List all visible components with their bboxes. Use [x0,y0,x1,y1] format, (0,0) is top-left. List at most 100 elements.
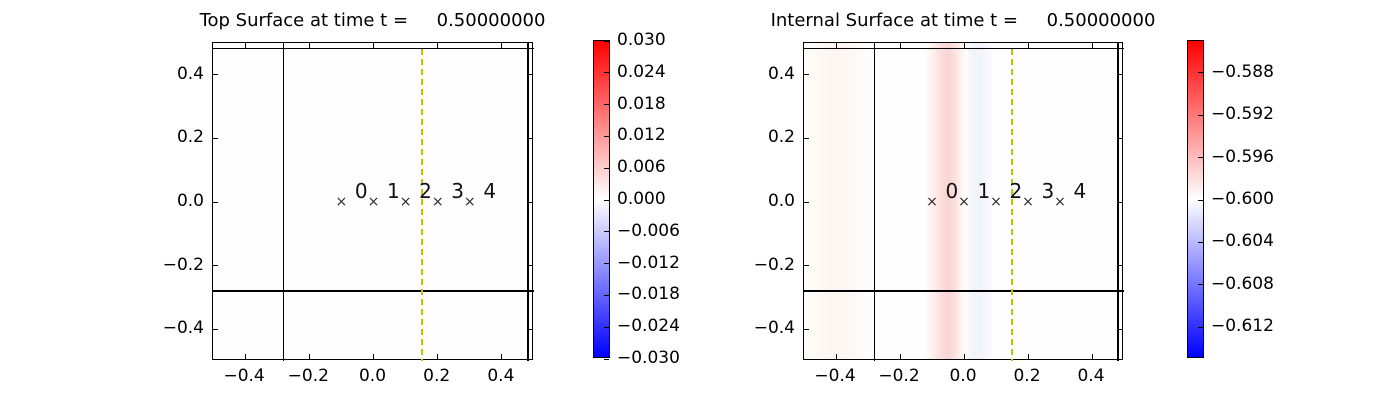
y-tick-label: −0.2 [753,254,795,275]
colorbar-tick [1198,157,1203,159]
x-tick-bottom [437,354,439,359]
x-marker: × [926,194,938,210]
boundary-line [804,47,1124,50]
x-marker: × [958,194,970,210]
marker-number-label: 1 [977,178,991,203]
colorbar-top-surface [593,40,610,360]
x-tick-label: −0.4 [814,366,856,386]
colorbar-tick [604,72,609,74]
x-tick-label: 0.0 [949,366,977,386]
x-tick-label: −0.2 [287,366,329,386]
axes-top-surface: × 0 × 1 × 2 × 3 × 4 [212,42,534,361]
marker-number-label: 3 [451,178,464,203]
x-tick-top [308,43,310,48]
y-tick-label: −0.4 [162,318,204,339]
colorbar-tick-label: 0.012 [617,125,666,146]
y-tick-left [804,265,809,267]
y-tick-right [1117,201,1122,203]
colorbar-tick-label: −0.012 [617,252,680,273]
x-tick-bottom [835,354,837,359]
y-tick-label: 0.2 [176,127,204,148]
colorbar-tick [604,40,609,42]
x-tick-top [501,43,503,48]
y-tick-label: 0.4 [767,63,795,84]
colorbar-tick [1198,326,1203,328]
colorbar-tick-label: 0.000 [617,189,666,209]
y-tick-left [213,265,218,267]
x-tick-top [899,43,901,48]
y-tick-label: 0.2 [767,127,795,148]
colorbar-tick [604,294,609,296]
colorbar-tick [1198,72,1203,74]
x-tick-bottom [308,354,310,359]
x-marker: × [367,194,380,210]
x-tick-bottom [1091,354,1093,359]
x-tick-label: 0.2 [1013,366,1041,386]
axes-internal-surface: × 0 × 1 × 2 × 3 × 4 [803,42,1124,361]
colorbar-tick [604,104,609,106]
y-tick-left [213,137,218,139]
colorbar-tick [1198,241,1203,243]
colorbar-tick-label: −0.612 [1211,316,1274,337]
x-tick-top [1027,43,1029,48]
colorbar-tick [604,135,609,137]
x-tick-bottom [963,354,965,359]
y-tick-left [213,201,218,203]
colorbar-tick [1198,114,1203,116]
y-tick-label: 0.4 [176,63,204,84]
colorbar-tick-label: −0.018 [617,284,680,305]
x-tick-label: 0.2 [423,366,451,386]
y-tick-left [804,328,809,330]
y-tick-right [1117,328,1122,330]
y-tick-left [804,74,809,76]
colorbar-tick [604,231,609,233]
colorbar-internal-surface [1187,40,1204,358]
y-tick-label: −0.4 [753,318,795,339]
colorbar-tick [604,263,609,265]
y-tick-right [527,265,532,267]
y-tick-left [213,74,218,76]
colorbar-tick-label: −0.596 [1211,146,1274,167]
boundary-line [804,290,1124,292]
y-tick-label: −0.2 [162,254,204,275]
colorbar-tick [1198,284,1203,286]
marker-number-label: 2 [1009,178,1023,203]
plot-title-internal-surface: Internal Surface at time t = 0.50000000 [770,10,1156,31]
y-tick-label: 0.0 [176,191,204,211]
y-tick-right [1117,137,1122,139]
x-marker: × [431,194,444,210]
x-tick-top [835,43,837,48]
x-marker: × [990,194,1002,210]
x-tick-top [437,43,439,48]
x-marker: × [1054,194,1066,210]
colorbar-tick [1198,199,1203,201]
marker-number-label: 1 [387,178,400,203]
boundary-line [873,43,876,361]
marker-number-label: 4 [1073,178,1087,203]
colorbar-tick-label: −0.024 [617,316,680,337]
x-tick-label: −0.2 [878,366,920,386]
colorbar-tick-label: 0.006 [617,157,666,178]
colorbar-tick-label: −0.588 [1211,61,1274,82]
colorbar-tick [604,358,609,360]
x-tick-label: 0.4 [487,366,515,386]
y-tick-label: 0.0 [767,191,795,211]
y-tick-left [804,137,809,139]
colorbar-tick-label: 0.030 [617,30,666,50]
y-tick-right [527,137,532,139]
colorbar-tick-label: −0.604 [1211,231,1274,252]
colorbar-tick-label: 0.024 [617,61,666,82]
x-tick-top [963,43,965,48]
boundary-line [282,43,285,361]
x-tick-bottom [501,354,503,359]
marker-number-label: 0 [354,178,368,203]
y-tick-right [527,74,532,76]
y-tick-right [527,328,532,330]
x-tick-label: 0.4 [1077,366,1105,386]
marker-number-label: 4 [483,178,497,203]
x-marker: × [399,194,412,210]
marker-number-label: 2 [419,178,432,203]
x-tick-bottom [899,354,901,359]
colorbar-tick-label: −0.592 [1211,104,1274,125]
dashed-reference-line [420,48,423,361]
